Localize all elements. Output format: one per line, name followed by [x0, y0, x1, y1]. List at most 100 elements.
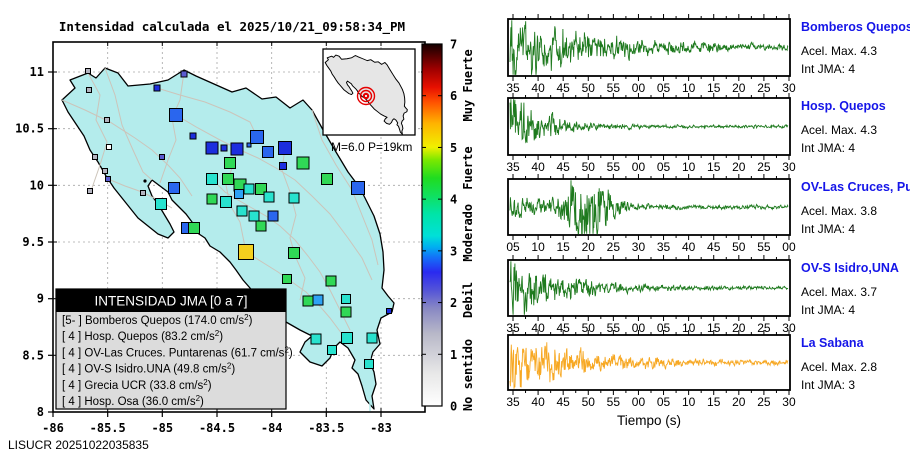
intensity-marker — [159, 154, 165, 160]
colorbar-tick-label: 0 — [450, 400, 457, 414]
legend-header — [56, 289, 286, 312]
intensity-marker — [153, 84, 161, 92]
intensity-marker — [255, 183, 267, 195]
road-line — [175, 114, 373, 281]
legend-entry: [ 4 ] Hosp. Osa (36.0 cm/s2) — [62, 394, 204, 408]
intensity-marker — [255, 220, 267, 232]
x-axis-tick-label: -83 — [370, 421, 392, 435]
time-tick-label: 40 — [531, 160, 545, 174]
epicenter-inset-map — [322, 48, 416, 136]
time-tick-label: 20 — [732, 321, 746, 335]
colorbar-band-label: Muy Fuerte — [461, 49, 475, 121]
intensity-marker — [205, 141, 219, 155]
seismogram-trace — [509, 180, 789, 235]
road-line — [61, 99, 193, 197]
intensity-marker — [325, 275, 337, 287]
colorbar-tick-label: 1 — [450, 348, 457, 362]
time-tick-label: 45 — [557, 321, 571, 335]
intensity-marker — [262, 146, 274, 158]
intensity-marker — [155, 198, 167, 210]
time-tick-label: 50 — [582, 321, 596, 335]
intensity-marker — [278, 141, 292, 155]
intensity-marker — [234, 189, 244, 199]
time-tick-label: 55 — [607, 160, 621, 174]
station-max-acceleration: Acel. Max. 4.3 — [801, 44, 877, 58]
intensity-marker — [188, 222, 200, 234]
intensity-marker — [236, 205, 248, 217]
station-max-acceleration: Acel. Max. 3.8 — [801, 204, 877, 218]
time-tick-label: 15 — [707, 395, 721, 409]
seismogram-trace — [509, 342, 789, 389]
x-axis-tick-label: -83.5 — [308, 421, 344, 435]
intensity-marker — [321, 173, 333, 185]
time-tick-label: 15 — [707, 81, 721, 95]
colorbar-band-label: Moderado — [461, 204, 475, 262]
time-tick-label: 05 — [657, 81, 671, 95]
intensity-marker — [180, 70, 188, 78]
intensity-marker — [267, 210, 279, 222]
x-axis-tick-label: -85 — [151, 421, 173, 435]
x-axis-tick-label: -84 — [261, 421, 283, 435]
time-tick-label: 30 — [782, 395, 796, 409]
seismogram-trace — [509, 261, 789, 315]
time-tick-label: 30 — [782, 321, 796, 335]
intensity-marker — [222, 173, 234, 185]
station-max-acceleration: Acel. Max. 3.7 — [801, 285, 877, 299]
road-line — [156, 87, 258, 138]
intensity-marker — [310, 333, 322, 345]
epicenter-icon — [364, 94, 368, 98]
intensity-marker — [220, 196, 232, 208]
intensity-marker — [206, 193, 218, 205]
intensity-marker — [248, 210, 260, 222]
time-tick-label: 15 — [557, 240, 571, 254]
station-name: OV-S Isidro,UNA — [801, 261, 899, 275]
legend-title: INTENSIDAD JMA [0 a 7] — [94, 294, 247, 309]
colorbar-tick-label: 6 — [450, 89, 457, 103]
road-line — [245, 251, 343, 335]
time-tick-label: 35 — [657, 240, 671, 254]
time-tick-label: 10 — [682, 81, 696, 95]
intensity-marker — [87, 188, 93, 194]
intensity-marker — [250, 130, 264, 144]
y-axis-tick-label: 9.5 — [22, 235, 44, 249]
intensity-marker — [86, 87, 92, 93]
legend-entry: [ 4 ] OV-Las Cruces. Puntarenas (61.7 cm… — [62, 345, 293, 359]
time-tick-label: 00 — [632, 81, 646, 95]
gulf-island-dot — [143, 179, 147, 183]
seismogram-trace — [509, 20, 789, 75]
time-tick-label: 10 — [682, 321, 696, 335]
intensity-marker — [243, 183, 255, 195]
footer-id: LISUCR 20251022035835 — [8, 438, 149, 452]
time-tick-label: 40 — [531, 321, 545, 335]
intensity-marker — [169, 108, 183, 122]
intensity-marker — [302, 295, 314, 307]
intensity-marker — [341, 294, 351, 304]
time-tick-label: 30 — [782, 81, 796, 95]
time-tick-label: 55 — [757, 240, 771, 254]
legend-frame — [55, 288, 287, 410]
time-tick-label: 40 — [531, 395, 545, 409]
intensity-marker — [312, 294, 324, 306]
y-axis-tick-label: 8.5 — [22, 348, 44, 362]
epicenter-icon — [359, 89, 373, 103]
intensity-marker — [238, 244, 254, 260]
road-line — [281, 147, 306, 301]
intensity-marker — [263, 191, 275, 203]
time-tick-label: 35 — [506, 395, 520, 409]
colorbar-band-label: Fuerte — [461, 146, 475, 189]
intensity-marker — [340, 306, 352, 318]
time-tick-label: 45 — [557, 81, 571, 95]
intensity-marker — [220, 144, 228, 152]
time-tick-label: 10 — [682, 160, 696, 174]
time-tick-label: 20 — [732, 160, 746, 174]
intensity-colorbar: 0 1 2 3 4 5 6 7 No sentido Debil Moderado Fuerte Muy… — [421, 38, 475, 414]
time-tick-label: 30 — [632, 240, 646, 254]
intensity-marker — [386, 308, 392, 314]
time-tick-label: 30 — [782, 160, 796, 174]
intensity-marker — [288, 192, 300, 204]
jma-intensity-legend: INTENSIDAD JMA [0 a 7] [5- ] Bomberos Que… — [55, 288, 293, 410]
legend-entry: [ 4 ] OV-S Isidro.UNA (49.8 cm/s2) — [62, 362, 235, 376]
time-tick-label: 15 — [707, 321, 721, 335]
intensity-marker — [282, 274, 292, 284]
time-tick-label: 40 — [531, 81, 545, 95]
